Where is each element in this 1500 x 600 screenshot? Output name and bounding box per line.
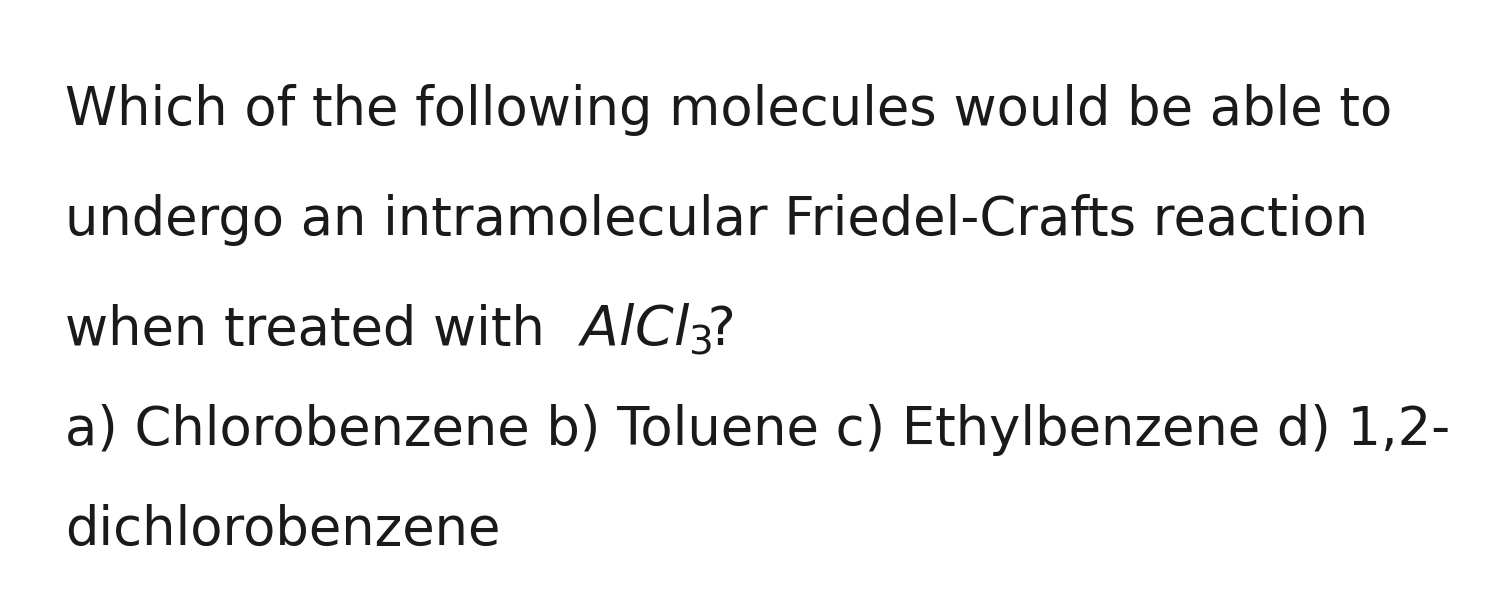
Text: when treated with: when treated with bbox=[64, 304, 579, 356]
Text: dichlorobenzene: dichlorobenzene bbox=[64, 504, 501, 556]
Text: Which of the following molecules would be able to: Which of the following molecules would b… bbox=[64, 84, 1392, 136]
Text: $\mathit{AlCl_3}$: $\mathit{AlCl_3}$ bbox=[579, 302, 712, 358]
Text: a) Chlorobenzene b) Toluene c) Ethylbenzene d) 1,2-: a) Chlorobenzene b) Toluene c) Ethylbenz… bbox=[64, 404, 1450, 456]
Text: ?: ? bbox=[692, 304, 735, 356]
Text: undergo an intramolecular Friedel-Crafts reaction: undergo an intramolecular Friedel-Crafts… bbox=[64, 194, 1368, 246]
